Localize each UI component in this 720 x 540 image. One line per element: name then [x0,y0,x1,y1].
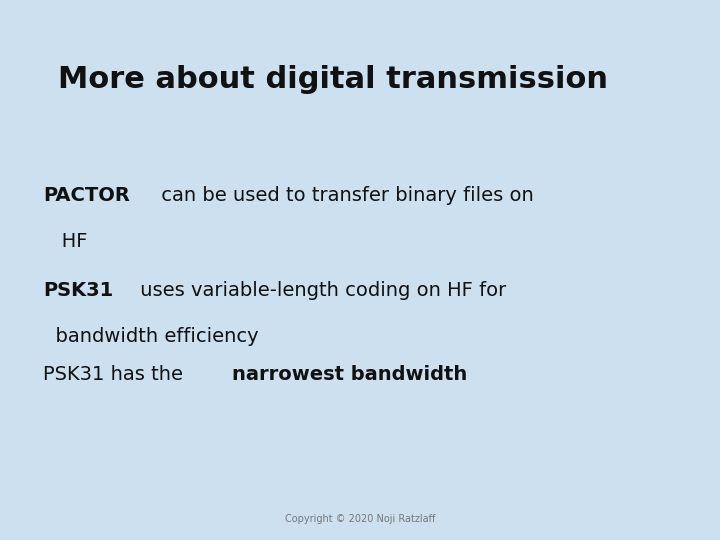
Text: uses variable-length coding on HF for: uses variable-length coding on HF for [134,281,506,300]
Text: can be used to transfer binary files on: can be used to transfer binary files on [156,186,534,205]
Text: Copyright © 2020 Noji Ratzlaff: Copyright © 2020 Noji Ratzlaff [285,514,435,524]
Text: PACTOR: PACTOR [43,186,130,205]
Text: More about digital transmission: More about digital transmission [58,65,608,94]
Text: PSK31 has the: PSK31 has the [43,364,189,383]
Text: narrowest bandwidth: narrowest bandwidth [232,364,467,383]
Text: HF: HF [43,232,88,251]
Text: bandwidth efficiency: bandwidth efficiency [43,327,258,346]
Text: PSK31: PSK31 [43,281,114,300]
